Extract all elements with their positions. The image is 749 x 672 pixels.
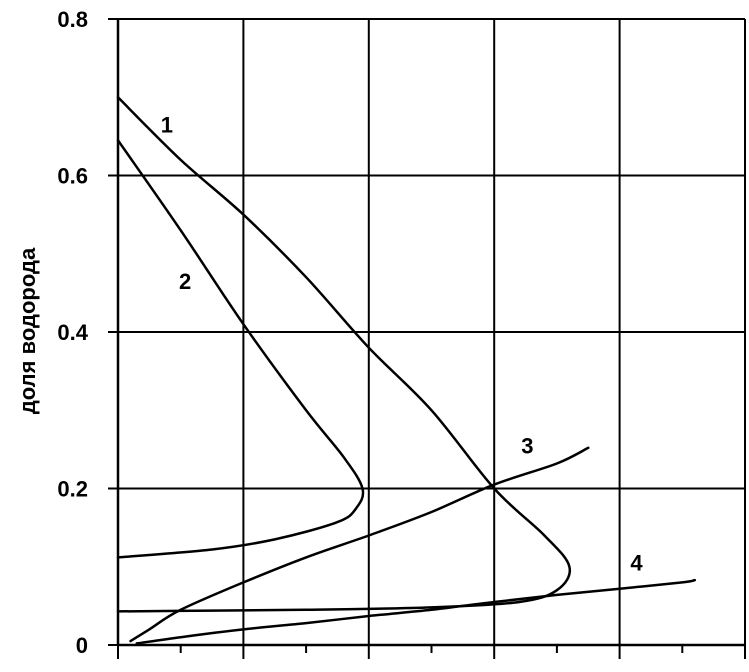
series-line-3 <box>129 446 590 643</box>
series-line-4 <box>135 578 697 645</box>
y-tick-label: 0.4 <box>57 320 88 345</box>
y-tick-label: 0.6 <box>57 164 88 189</box>
y-axis-label: доля водорода <box>15 247 40 414</box>
series <box>116 96 697 645</box>
y-tick-label: 0.2 <box>57 477 88 502</box>
series-line-1 <box>116 96 572 613</box>
series-label-2: 2 <box>179 269 191 294</box>
series-label-1: 1 <box>161 112 173 137</box>
series-label-4: 4 <box>630 551 643 576</box>
series-labels: 1 2 3 4 <box>161 112 644 575</box>
y-tick-labels: 0 0.2 0.4 0.6 0.8 <box>57 7 88 658</box>
series-line-2 <box>116 139 365 559</box>
y-tick-label: 0.8 <box>57 7 88 32</box>
axes <box>108 18 746 659</box>
series-label-3: 3 <box>521 433 533 458</box>
grid <box>118 18 746 645</box>
y-tick-label: 0 <box>76 633 88 658</box>
